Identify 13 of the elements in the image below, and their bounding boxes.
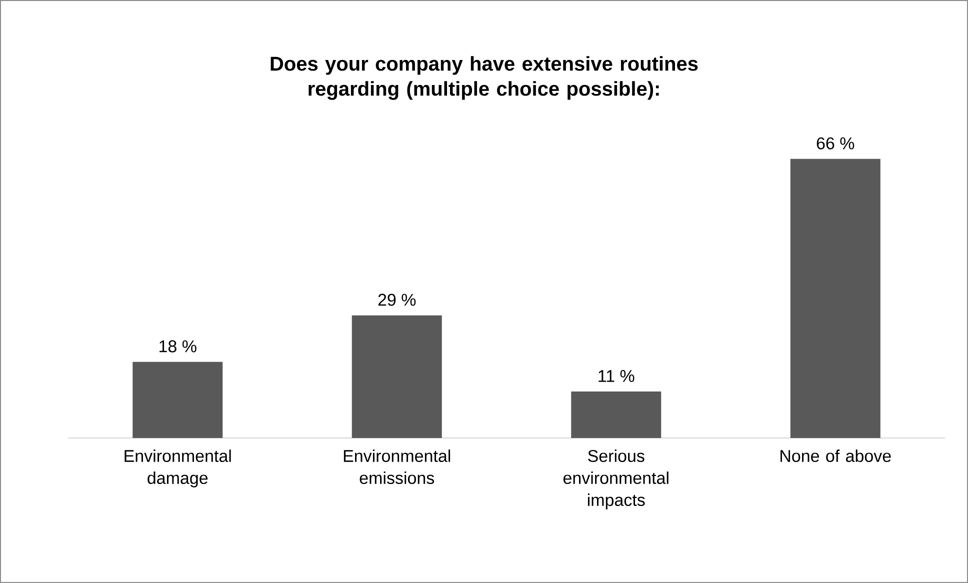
- bar: [790, 158, 880, 438]
- data-label: 11 %: [598, 370, 634, 382]
- bar: [132, 362, 223, 438]
- x-tick-label: Serious environmental impacts: [563, 450, 668, 510]
- x-tick-label: Environmental emissions: [344, 450, 450, 484]
- data-label: 29 %: [378, 294, 416, 306]
- data-label: 66 %: [816, 137, 854, 150]
- x-tick-label: None of above: [780, 450, 891, 462]
- data-label: 18 %: [160, 340, 196, 352]
- chart-title: Does your company have extensive routines regarding (multiple choice possible):: [270, 56, 698, 100]
- x-tick-label: Environmental damage: [124, 450, 231, 488]
- bar: [352, 315, 442, 438]
- bar: [571, 391, 662, 438]
